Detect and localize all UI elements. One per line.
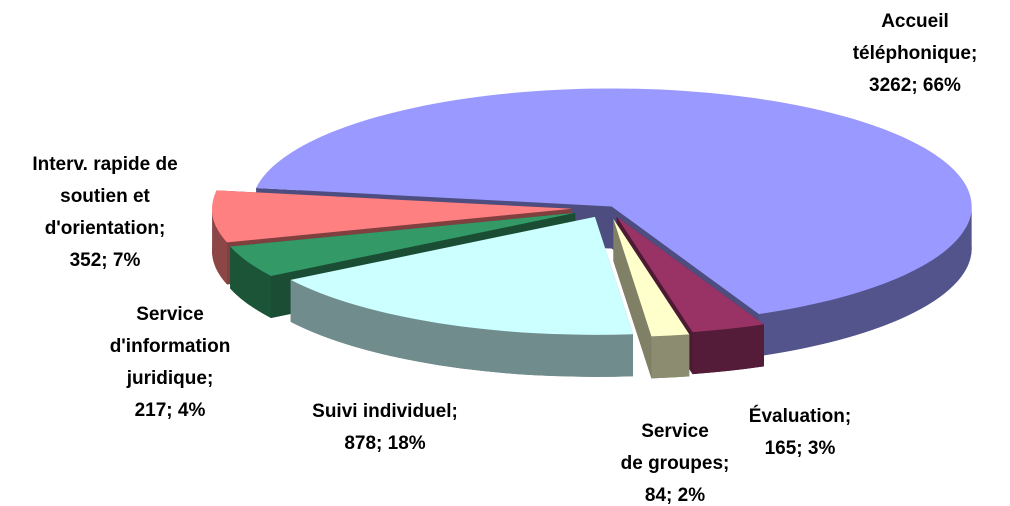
slice [616, 216, 764, 333]
slice [212, 190, 573, 243]
category-label: Service [641, 421, 709, 442]
slice-wall [613, 219, 652, 379]
category-label: Accueil [881, 11, 949, 32]
category-label: Suivi individuel; [312, 401, 458, 422]
value-label: 3262; 66% [869, 75, 961, 96]
category-label: Évaluation; [749, 405, 851, 427]
category-label: téléphonique; [853, 43, 978, 64]
value-label: 878; 18% [344, 433, 425, 454]
slice-side [651, 334, 690, 379]
slice [230, 212, 576, 276]
slice [290, 216, 633, 335]
slice-side [230, 246, 271, 318]
slice-side [212, 208, 228, 285]
category-label: soutien et [60, 186, 150, 207]
value-label: 352; 7% [70, 250, 141, 271]
category-label: d'information [110, 336, 231, 357]
value-label: 165; 3% [765, 438, 836, 459]
value-label: 217; 4% [135, 400, 206, 421]
slice [613, 219, 690, 337]
category-label: juridique; [126, 368, 214, 389]
category-label: Interv. rapide de [32, 154, 177, 175]
value-label: 84; 2% [645, 485, 705, 506]
slice-side [692, 324, 764, 375]
slice [256, 88, 972, 315]
category-label: de groupes; [621, 453, 730, 474]
category-label: Service [136, 304, 204, 325]
slice-wall [230, 212, 576, 289]
slice-side [758, 206, 972, 357]
category-label: d'orientation; [45, 218, 166, 239]
slice-side [290, 279, 633, 377]
